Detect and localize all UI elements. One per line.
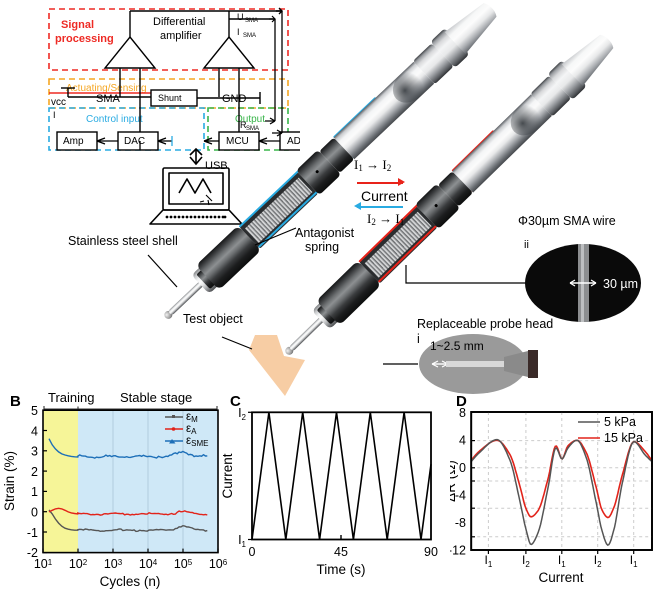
svg-text:I1: I1 <box>630 553 638 569</box>
svg-text:104: 104 <box>139 557 158 571</box>
svg-text:I2: I2 <box>594 553 602 569</box>
svg-text:1: 1 <box>31 485 38 499</box>
svg-text:15 kPa: 15 kPa <box>604 431 643 445</box>
svg-text:Strain (%): Strain (%) <box>2 451 17 511</box>
svg-text:B: B <box>10 393 21 410</box>
svg-text:102: 102 <box>69 557 88 571</box>
svg-text:4: 4 <box>31 424 38 438</box>
svg-text:101: 101 <box>34 557 53 571</box>
svg-text:ii: ii <box>524 239 529 251</box>
svg-text:3: 3 <box>31 445 38 459</box>
svg-text:0: 0 <box>459 461 466 475</box>
svg-text:0: 0 <box>249 545 256 559</box>
svg-text:45: 45 <box>334 545 348 559</box>
svg-text:Replaceable probe head: Replaceable probe head <box>417 317 553 331</box>
svg-text:Training: Training <box>48 390 94 405</box>
svg-text:0: 0 <box>31 506 38 520</box>
svg-text:Time (s): Time (s) <box>317 562 366 577</box>
svg-text:-1: -1 <box>27 526 38 540</box>
svg-text:Current: Current <box>538 570 583 585</box>
svg-text:1~2.5 mm: 1~2.5 mm <box>430 339 484 353</box>
svg-text:103: 103 <box>104 557 123 571</box>
svg-text:Cycles (n): Cycles (n) <box>100 574 161 589</box>
svg-text:i: i <box>417 332 420 346</box>
svg-text:8: 8 <box>459 406 466 420</box>
svg-text:Current: Current <box>220 453 235 498</box>
svg-text:4: 4 <box>459 434 466 448</box>
svg-text:2: 2 <box>31 465 38 479</box>
svg-text:Stable stage: Stable stage <box>120 390 192 405</box>
svg-text:5 kPa: 5 kPa <box>604 415 636 429</box>
svg-text:90: 90 <box>424 545 438 559</box>
svg-text:5: 5 <box>31 404 38 418</box>
svg-text:30 µm: 30 µm <box>603 277 638 291</box>
svg-text:ΔR (Ω): ΔR (Ω) <box>450 460 458 502</box>
svg-text:105: 105 <box>174 557 193 571</box>
svg-text:I1: I1 <box>485 553 493 569</box>
svg-text:I1: I1 <box>238 533 246 549</box>
svg-text:I1: I1 <box>558 553 566 569</box>
svg-text:-12: -12 <box>450 544 466 558</box>
svg-text:-8: -8 <box>455 516 466 530</box>
svg-text:Φ30µm SMA wire: Φ30µm SMA wire <box>518 214 616 228</box>
svg-text:I2: I2 <box>238 406 246 422</box>
svg-text:I2: I2 <box>522 553 530 569</box>
